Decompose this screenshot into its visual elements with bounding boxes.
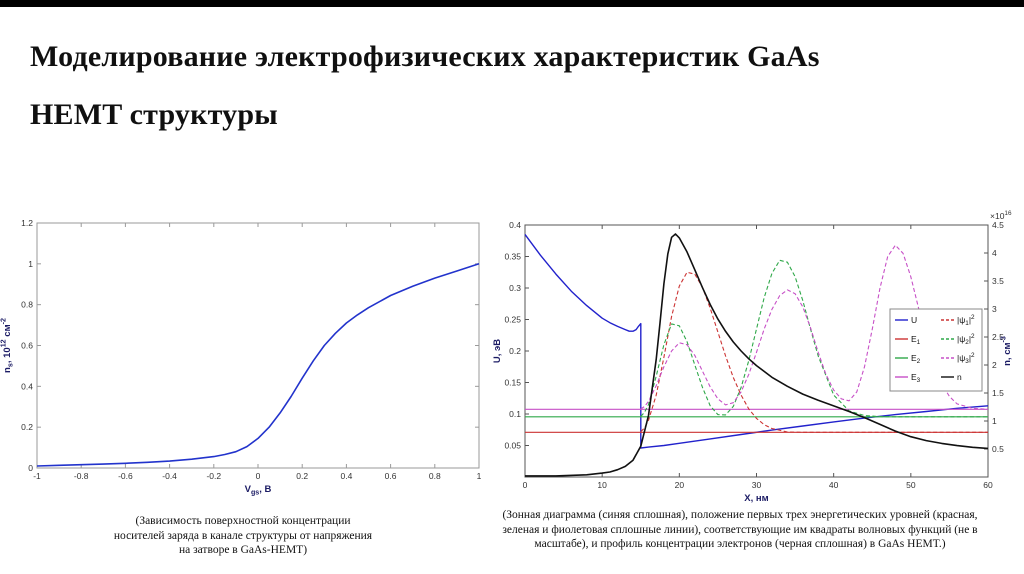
- legend-label: |ψ2|2: [957, 333, 975, 346]
- y-axis-label: U, эВ: [492, 339, 503, 363]
- x-tick-label: 30: [752, 480, 762, 490]
- y-tick-label: 0.1: [509, 409, 521, 419]
- x-tick-label: 0.6: [385, 471, 397, 481]
- legend-label: E2: [911, 353, 921, 365]
- series-ns: [36, 263, 480, 467]
- y-tick-label: 0.8: [21, 300, 33, 310]
- legend-label: |ψ3|2: [957, 352, 975, 365]
- x-tick-label: -0.2: [206, 471, 221, 481]
- series-psi3-squared: [640, 244, 989, 410]
- top-bar: [0, 0, 1024, 7]
- series-psi1-squared: [640, 271, 988, 433]
- y2-axis-label: n, см-3: [1000, 336, 1013, 366]
- y2-tick-label: 4.5: [992, 220, 1004, 230]
- x-tick-label: 40: [829, 480, 839, 490]
- x-tick-label: 60: [983, 480, 993, 490]
- y2-tick-label: 2: [992, 360, 997, 370]
- y-tick-label: 0.4: [509, 220, 521, 230]
- y-tick-label: 0.2: [21, 422, 33, 432]
- x-tick-label: 10: [597, 480, 607, 490]
- y2-tick-label: 2.5: [992, 332, 1004, 342]
- y2-tick-label: 1.5: [992, 388, 1004, 398]
- y2-tick-label: 0.5: [992, 444, 1004, 454]
- title-line-1: Моделирование электрофизических характер…: [30, 40, 820, 73]
- legend-label: E3: [911, 372, 921, 384]
- x-tick-label: -0.6: [118, 471, 133, 481]
- y2-scale-label: ×1016: [990, 210, 1012, 221]
- x-tick-label: 0: [256, 471, 261, 481]
- y-tick-label: 0.2: [509, 346, 521, 356]
- chart-ns-vs-vgs: -1 -0.8 -0.6 -0.4 -0.2 0 0.2 0.4 0.6 0.8 1 0 0.2 0.4 0…: [0, 218, 482, 496]
- y2-tick-label: 3: [992, 304, 997, 314]
- x-tick-label: 0.2: [296, 471, 308, 481]
- plot-box: [36, 222, 480, 469]
- y-tick-label: 0.15: [504, 378, 521, 388]
- y-tick-label: 0.25: [504, 315, 521, 325]
- chart-band-diagram: 0 10 20 30 40 50 60 0.05 0.1 0.15 0.2 0.25 0.3 0.35 0.…: [492, 210, 1013, 504]
- title-line-2: HEMT структуры: [30, 98, 278, 131]
- x-tick-label: -1: [33, 471, 41, 481]
- series-psi2-squared: [640, 259, 988, 418]
- y-tick-label: 0: [28, 463, 33, 473]
- y-tick-label: 0.4: [21, 381, 33, 391]
- legend-label: E1: [911, 334, 921, 346]
- y-tick-label: 0.35: [504, 252, 521, 262]
- x-tick-label: 0: [523, 480, 528, 490]
- y2-tick-label: 4: [992, 248, 997, 258]
- x-tick-label: -0.4: [162, 471, 177, 481]
- y-tick-label: 1.2: [21, 218, 33, 228]
- slide-title: Моделирование электрофизических характер…: [30, 40, 820, 132]
- y-tick-label: 0.05: [504, 441, 521, 451]
- y-tick-label: 0.3: [509, 283, 521, 293]
- legend-label: |ψ1|2: [957, 314, 975, 327]
- x-axis-label: Vgs, В: [245, 484, 272, 496]
- y2-tick-label: 3.5: [992, 276, 1004, 286]
- x-tick-label: -0.8: [74, 471, 89, 481]
- caption-left-chart: (Зависимость поверхностной концентрации …: [113, 515, 373, 557]
- x-tick-label: 1: [477, 471, 482, 481]
- x-tick-label: 20: [675, 480, 685, 490]
- y-axis-label: ns, 1012 см-2: [0, 318, 14, 373]
- y-tick-label: 1: [28, 259, 33, 269]
- series-U: [524, 233, 989, 449]
- x-tick-label: 50: [906, 480, 916, 490]
- caption-right-chart: (Зонная диаграмма (синяя сплошная), поло…: [502, 509, 978, 551]
- y2-tick-label: 1: [992, 416, 997, 426]
- x-tick-label: 0.4: [340, 471, 352, 481]
- y-tick-label: 0.6: [21, 341, 33, 351]
- legend-label: n: [957, 372, 962, 382]
- legend-label: U: [911, 315, 917, 325]
- x-axis-label: X, нм: [744, 493, 768, 504]
- series-n: [525, 233, 989, 477]
- x-tick-label: 0.8: [429, 471, 441, 481]
